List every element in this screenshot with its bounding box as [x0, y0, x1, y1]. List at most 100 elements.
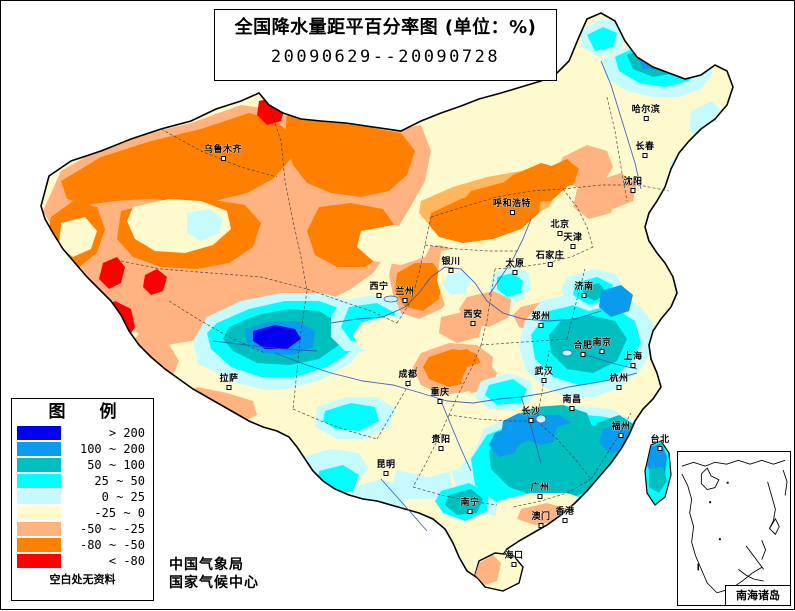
- city-marker-dot: [581, 293, 587, 298]
- city-label: 澳门: [531, 509, 550, 528]
- city-label: 乌鲁木齐: [204, 142, 242, 161]
- city-name: 杭州: [609, 374, 629, 384]
- city-label: 济南: [574, 279, 593, 298]
- city-name: 南宁: [460, 498, 480, 508]
- city-marker-dot: [448, 268, 454, 273]
- city-name: 呼和浩特: [492, 199, 532, 209]
- city-name: 南京: [592, 338, 612, 348]
- city-name: 太原: [505, 259, 525, 269]
- city-marker-dot: [630, 188, 636, 193]
- city-label: 太原: [505, 256, 524, 275]
- city-label: 天津: [563, 230, 582, 249]
- city-label: 沈阳: [623, 174, 642, 193]
- city-label: 广州: [530, 480, 549, 499]
- city-name: 郑州: [531, 312, 551, 322]
- city-name: 贵阳: [431, 435, 451, 445]
- city-label: 香港: [555, 504, 574, 523]
- legend-color-swatch: [17, 521, 61, 536]
- city-label: 南昌: [562, 392, 581, 411]
- city-marker-dot: [541, 378, 547, 383]
- credits: 中国气象局 国家气候中心: [169, 557, 259, 592]
- legend-entry-list: > 200 100 ~ 200 50 ~ 100 25 ~ 50 0 ~ 25 -25 ~…: [12, 425, 153, 569]
- city-name: 成都: [398, 370, 418, 380]
- legend-color-swatch: [17, 473, 61, 488]
- legend-range-label: 0 ~ 25: [101, 489, 145, 504]
- city-name: 重庆: [430, 388, 450, 398]
- city-name: 澳门: [531, 512, 551, 522]
- city-marker-dot: [537, 494, 543, 499]
- city-name: 拉萨: [219, 374, 239, 384]
- city-marker-dot: [538, 523, 544, 528]
- city-label: 北京: [550, 217, 569, 236]
- city-label: 南宁: [460, 495, 479, 514]
- city-marker-dot: [562, 518, 568, 523]
- city-label: 银川: [441, 254, 460, 273]
- city-marker-dot: [657, 446, 663, 451]
- china-national-border: [40, 12, 734, 580]
- city-name: 长春: [635, 142, 655, 152]
- city-label: 昆明: [376, 457, 395, 476]
- city-name: 台北: [650, 435, 670, 445]
- inset-label: 南海诸岛: [725, 585, 790, 605]
- inset-map-canvas: [678, 452, 789, 604]
- legend-color-swatch: [17, 457, 61, 472]
- legend-color-swatch: [17, 537, 61, 552]
- city-marker-dot: [467, 509, 473, 514]
- city-label: 呼和浩特: [493, 196, 531, 215]
- legend-color-swatch: [17, 553, 61, 568]
- city-label: 南京: [592, 335, 611, 354]
- legend-color-swatch: [17, 489, 61, 504]
- legend-range-label: < -80: [108, 553, 145, 568]
- legend-entry: > 200: [12, 425, 153, 441]
- city-label: 上海: [623, 349, 642, 368]
- map-period: 20090629--20090728: [270, 47, 501, 67]
- city-marker-dot: [402, 298, 408, 303]
- city-marker-dot: [383, 471, 389, 476]
- legend-color-swatch: [17, 505, 61, 520]
- city-label: 台北: [650, 432, 669, 451]
- legend-range-label: 100 ~ 200: [79, 441, 145, 456]
- city-name: 长沙: [521, 407, 541, 417]
- city-marker-dot: [570, 244, 576, 249]
- hainan-island: [474, 552, 524, 592]
- legend-color-swatch: [17, 425, 61, 440]
- legend-range-label: > 200: [108, 425, 145, 440]
- city-name: 西安: [463, 310, 483, 320]
- city-name: 广州: [530, 483, 550, 493]
- taiwan-island: [644, 440, 672, 506]
- city-name: 武汉: [534, 367, 554, 377]
- city-label: 兰州: [395, 284, 414, 303]
- legend-range-label: 25 ~ 50: [94, 473, 145, 488]
- city-name: 西宁: [369, 282, 389, 292]
- city-label: 郑州: [531, 309, 550, 328]
- city-name: 济南: [574, 282, 594, 292]
- legend-range-label: 50 ~ 100: [87, 457, 145, 472]
- city-name: 哈尔滨: [631, 105, 661, 115]
- city-marker-dot: [630, 363, 636, 368]
- credit-agency: 中国气象局: [169, 557, 244, 573]
- city-label: 长沙: [521, 404, 540, 423]
- city-marker-dot: [437, 399, 443, 404]
- legend-range-label: -50 ~ -25: [79, 521, 145, 536]
- city-marker-dot: [599, 349, 605, 354]
- legend-entry: 100 ~ 200: [12, 441, 153, 457]
- city-marker-dot: [376, 293, 382, 298]
- city-marker-dot: [569, 406, 575, 411]
- city-label: 哈尔滨: [632, 102, 661, 121]
- city-label: 成都: [398, 367, 417, 386]
- city-label: 福州: [611, 419, 630, 438]
- legend-entry: -25 ~ 0: [12, 505, 153, 521]
- credit-center: 国家气候中心: [169, 574, 259, 591]
- city-label: 拉萨: [219, 371, 238, 390]
- city-name: 福州: [611, 422, 631, 432]
- city-label: 重庆: [430, 385, 449, 404]
- city-marker-dot: [220, 156, 226, 161]
- legend-heading: 图 例: [48, 402, 131, 422]
- city-name: 海口: [504, 551, 524, 561]
- city-label: 海口: [504, 548, 523, 567]
- city-marker-dot: [642, 153, 648, 158]
- legend-color-swatch: [17, 441, 61, 456]
- city-label: 武汉: [534, 364, 553, 383]
- legend-entry: -50 ~ -25: [12, 521, 153, 537]
